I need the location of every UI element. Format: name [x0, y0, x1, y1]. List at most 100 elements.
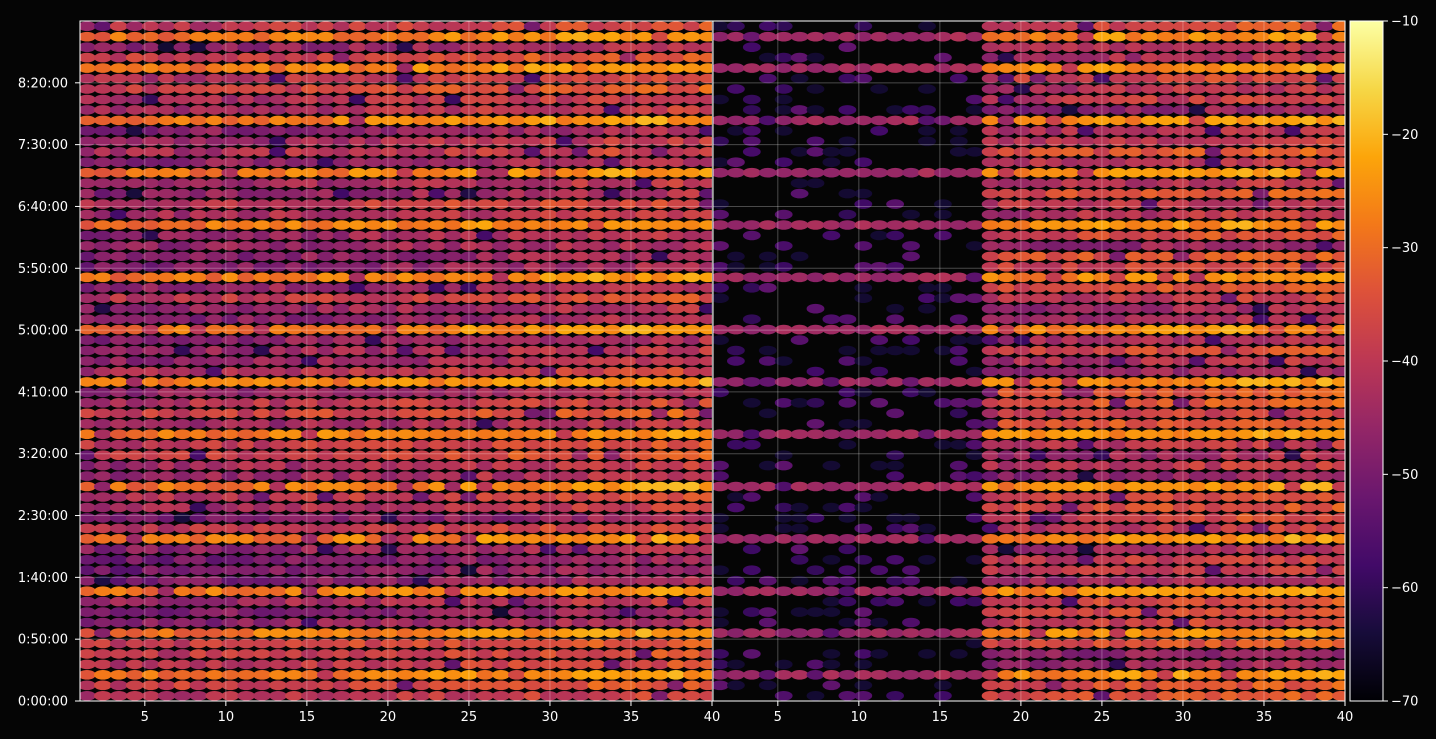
heatmap-cell	[571, 188, 590, 199]
heatmap-cell	[205, 471, 224, 481]
heatmap-cell	[348, 408, 367, 419]
heatmap-cell	[316, 293, 335, 304]
heatmap-cell	[428, 147, 447, 157]
heatmap-cell	[603, 471, 622, 481]
heatmap-cell	[571, 565, 590, 575]
heatmap-cell	[1332, 429, 1345, 439]
heatmap-cell	[301, 314, 319, 325]
heatmap-cell	[301, 607, 319, 617]
heatmap-cell	[253, 147, 271, 157]
heatmap-cell	[80, 377, 96, 387]
heatmap-cell	[428, 419, 447, 429]
heatmap-cell	[555, 419, 574, 429]
heatmap-cell	[173, 73, 192, 84]
heatmap-cell	[555, 136, 574, 147]
heatmap-cell	[1093, 314, 1111, 325]
heatmap-cell	[619, 241, 638, 251]
heatmap-cell	[619, 596, 638, 607]
heatmap-cell	[981, 94, 1000, 105]
heatmap-cell	[205, 220, 224, 230]
heatmap-cell	[348, 105, 367, 115]
heatmap-cell	[651, 502, 669, 513]
heatmap-cell	[806, 136, 825, 147]
heatmap-cell	[1109, 220, 1127, 230]
heatmap-cell	[603, 63, 622, 73]
heatmap-cell	[1300, 84, 1318, 94]
heatmap-cell	[699, 398, 712, 408]
heatmap-cell	[1316, 31, 1334, 42]
heatmap-cell	[173, 262, 192, 272]
heatmap-cell	[444, 241, 462, 251]
heatmap-cell	[125, 565, 144, 575]
heatmap-cell	[492, 638, 510, 649]
heatmap-cell	[838, 596, 857, 607]
heatmap-cell	[269, 157, 287, 167]
heatmap-cell	[981, 565, 1000, 575]
heatmap-cell	[285, 115, 303, 126]
heatmap-cell	[1316, 523, 1334, 534]
heatmap-cell	[870, 649, 889, 659]
heatmap-cell	[870, 492, 889, 502]
heatmap-cell	[285, 471, 303, 481]
heatmap-cell	[301, 209, 319, 220]
heatmap-cell	[619, 649, 638, 659]
heatmap-cell	[253, 638, 271, 649]
heatmap-cell	[571, 283, 590, 293]
heatmap-cell	[774, 84, 793, 94]
heatmap-cell	[981, 73, 1000, 84]
heatmap-cell	[444, 335, 462, 345]
heatmap-cell	[1140, 209, 1159, 220]
heatmap-cell	[774, 398, 793, 408]
heatmap-cell	[683, 670, 701, 680]
heatmap-cell	[683, 471, 701, 481]
heatmap-cell	[125, 555, 144, 565]
heatmap-cell	[269, 377, 287, 387]
heatmap-cell	[699, 314, 712, 324]
heatmap-cell	[94, 638, 112, 649]
heatmap-cell	[713, 429, 729, 439]
heatmap-cell	[173, 617, 192, 628]
heatmap-cell	[316, 617, 335, 628]
heatmap-cell	[997, 628, 1016, 638]
heatmap-cell	[1316, 429, 1334, 440]
heatmap-cell	[1077, 429, 1095, 440]
heatmap-cell	[205, 481, 224, 492]
heatmap-cell	[332, 303, 351, 314]
heatmap-cell	[683, 199, 701, 209]
heatmap-cell	[713, 628, 729, 638]
heatmap-cell	[1013, 419, 1032, 429]
heatmap-cell	[396, 115, 415, 126]
heatmap-cell	[758, 628, 777, 638]
heatmap-cell	[523, 136, 542, 147]
heatmap-cell	[587, 52, 606, 63]
heatmap-cell	[1140, 21, 1159, 32]
heatmap-cell	[997, 52, 1016, 63]
heatmap-cell	[332, 377, 351, 387]
heatmap-cell	[1109, 408, 1127, 419]
heatmap-cell	[125, 419, 144, 429]
heatmap-cell	[1252, 481, 1271, 492]
heatmap-cell	[507, 565, 526, 575]
heatmap-cell	[651, 115, 669, 126]
heatmap-cell	[1061, 73, 1080, 84]
heatmap-cell	[1125, 209, 1143, 220]
heatmap-cell	[1013, 586, 1032, 596]
heatmap-cell	[619, 492, 638, 502]
heatmap-cell	[1061, 398, 1080, 408]
heatmap-cell	[1268, 377, 1287, 387]
heatmap-cell	[1029, 324, 1048, 335]
heatmap-cell	[1029, 157, 1048, 167]
heatmap-cell	[1284, 188, 1302, 199]
heatmap-cell	[587, 649, 606, 659]
heatmap-cell	[237, 21, 256, 32]
heatmap-cell	[157, 167, 176, 178]
heatmap-cell	[1013, 596, 1032, 607]
heatmap-cell	[301, 220, 319, 230]
heatmap-cell	[476, 450, 494, 461]
heatmap-cell	[205, 115, 224, 126]
heatmap-cell	[1188, 691, 1207, 701]
heatmap-cell	[699, 63, 712, 73]
heatmap-cell	[1188, 230, 1207, 241]
heatmap-cell	[603, 586, 622, 596]
heatmap-cell	[1140, 565, 1159, 575]
